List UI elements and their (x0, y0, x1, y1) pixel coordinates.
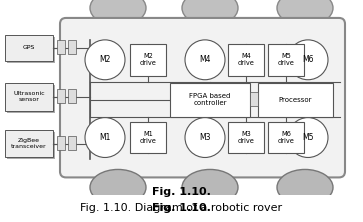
Text: M5
drive: M5 drive (278, 53, 294, 66)
Text: Processor: Processor (279, 97, 312, 103)
Text: M2: M2 (99, 55, 111, 64)
Text: M6
drive: M6 drive (278, 131, 294, 144)
Text: M2
drive: M2 drive (139, 53, 156, 66)
FancyBboxPatch shape (60, 18, 345, 177)
Text: M1
drive: M1 drive (139, 131, 156, 144)
Bar (250, 92, 258, 106)
Ellipse shape (182, 0, 238, 26)
Bar (5, 83, 53, 111)
Bar (57, 136, 65, 149)
Bar (57, 40, 65, 54)
Text: M4
drive: M4 drive (237, 53, 254, 66)
Bar (5, 35, 53, 61)
Bar (130, 44, 166, 76)
Ellipse shape (90, 0, 146, 26)
Ellipse shape (277, 169, 333, 205)
Text: M5: M5 (302, 133, 314, 142)
Circle shape (288, 118, 328, 157)
Bar (68, 136, 76, 149)
Text: Fig. 1.10.: Fig. 1.10. (152, 203, 211, 213)
Text: ZigBee
transceiver: ZigBee transceiver (11, 138, 47, 149)
Text: M1: M1 (99, 133, 111, 142)
Circle shape (185, 118, 225, 157)
Bar (130, 122, 166, 153)
Ellipse shape (277, 0, 333, 26)
Bar (258, 83, 333, 117)
Text: Ultrasonic
sensor: Ultrasonic sensor (13, 91, 45, 102)
Text: FPGA based
controller: FPGA based controller (189, 93, 231, 106)
Bar (5, 130, 53, 157)
Ellipse shape (90, 169, 146, 205)
Text: Fig. 1.10.: Fig. 1.10. (152, 187, 211, 197)
Circle shape (288, 40, 328, 80)
Text: M3
drive: M3 drive (237, 131, 254, 144)
Bar (228, 122, 264, 153)
Text: M3: M3 (199, 133, 211, 142)
Circle shape (185, 40, 225, 80)
Bar (268, 122, 304, 153)
Bar (68, 40, 76, 54)
Circle shape (85, 40, 125, 80)
Text: Fig. 1.10. Diagram of a robotic rover: Fig. 1.10. Diagram of a robotic rover (81, 203, 282, 213)
Bar (68, 89, 76, 103)
Bar (170, 83, 250, 117)
Bar (268, 44, 304, 76)
Bar (57, 89, 65, 103)
Text: GPS: GPS (23, 45, 35, 50)
Text: M6: M6 (302, 55, 314, 64)
Text: M4: M4 (199, 55, 211, 64)
Ellipse shape (182, 169, 238, 205)
Bar (7, 37, 55, 63)
Bar (228, 44, 264, 76)
Bar (7, 132, 55, 159)
Bar (7, 85, 55, 113)
Circle shape (85, 118, 125, 157)
